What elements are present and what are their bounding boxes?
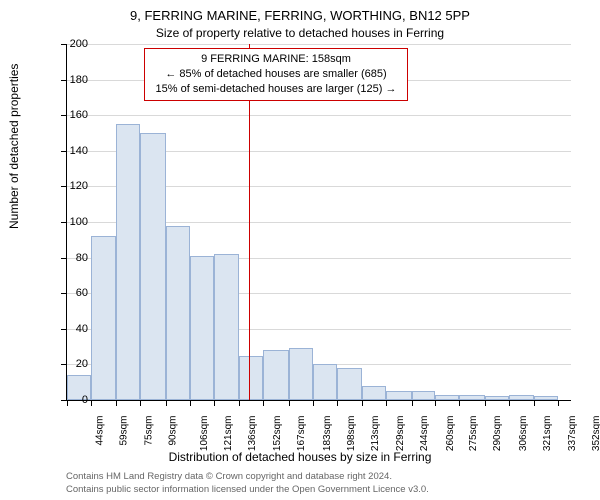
y-tick-label: 0 bbox=[58, 394, 88, 406]
x-tick bbox=[239, 400, 240, 406]
x-tick-label: 121sqm bbox=[223, 416, 234, 452]
x-tick-label: 90sqm bbox=[168, 416, 179, 446]
bar bbox=[166, 226, 190, 400]
x-tick bbox=[558, 400, 559, 406]
footer: Contains HM Land Registry data © Crown c… bbox=[66, 471, 429, 496]
bar bbox=[289, 348, 313, 400]
x-tick-label: 167sqm bbox=[296, 416, 307, 452]
y-tick-label: 200 bbox=[58, 38, 88, 50]
bar bbox=[412, 391, 436, 400]
x-tick-label: 44sqm bbox=[95, 416, 106, 446]
annotation-line1: 9 FERRING MARINE: 158sqm bbox=[149, 52, 403, 67]
chart-title-sub: Size of property relative to detached ho… bbox=[0, 26, 600, 40]
bar bbox=[337, 368, 363, 400]
x-tick-label: 59sqm bbox=[118, 416, 129, 446]
annotation-line3: 15% of semi-detached houses are larger (… bbox=[149, 82, 403, 97]
bar bbox=[190, 256, 214, 400]
bar bbox=[140, 133, 166, 400]
bar bbox=[534, 396, 558, 400]
x-tick-label: 352sqm bbox=[591, 416, 600, 452]
y-tick-label: 140 bbox=[58, 145, 88, 157]
x-tick bbox=[412, 400, 413, 406]
y-tick-label: 100 bbox=[58, 216, 88, 228]
x-tick bbox=[289, 400, 290, 406]
y-tick-label: 160 bbox=[58, 109, 88, 121]
grid-line bbox=[67, 115, 571, 116]
x-tick-label: 152sqm bbox=[272, 416, 283, 452]
x-tick bbox=[362, 400, 363, 406]
x-tick bbox=[485, 400, 486, 406]
x-tick-label: 260sqm bbox=[445, 416, 456, 452]
bar bbox=[116, 124, 140, 400]
bar bbox=[214, 254, 240, 400]
x-tick bbox=[91, 400, 92, 406]
bar bbox=[485, 396, 509, 400]
x-tick-label: 275sqm bbox=[469, 416, 480, 452]
bar bbox=[91, 236, 117, 400]
x-tick-label: 183sqm bbox=[322, 416, 333, 452]
y-tick-label: 40 bbox=[58, 323, 88, 335]
x-tick bbox=[435, 400, 436, 406]
x-tick bbox=[214, 400, 215, 406]
x-tick bbox=[116, 400, 117, 406]
x-tick bbox=[509, 400, 510, 406]
x-tick bbox=[263, 400, 264, 406]
annotation-box: 9 FERRING MARINE: 158sqm ← 85% of detach… bbox=[144, 48, 408, 101]
x-tick bbox=[313, 400, 314, 406]
annotation-line2: ← 85% of detached houses are smaller (68… bbox=[149, 67, 403, 82]
x-axis-title: Distribution of detached houses by size … bbox=[0, 450, 600, 464]
x-tick bbox=[534, 400, 535, 406]
x-tick bbox=[166, 400, 167, 406]
x-tick bbox=[459, 400, 460, 406]
y-tick-label: 180 bbox=[58, 74, 88, 86]
x-tick-label: 198sqm bbox=[346, 416, 357, 452]
y-tick-label: 80 bbox=[58, 252, 88, 264]
bar bbox=[239, 356, 263, 401]
x-tick bbox=[140, 400, 141, 406]
chart-title-main: 9, FERRING MARINE, FERRING, WORTHING, BN… bbox=[0, 8, 600, 23]
x-tick-label: 106sqm bbox=[199, 416, 210, 452]
x-tick bbox=[337, 400, 338, 406]
bar bbox=[263, 350, 289, 400]
chart-container: 9, FERRING MARINE, FERRING, WORTHING, BN… bbox=[0, 0, 600, 500]
x-tick-label: 136sqm bbox=[247, 416, 258, 452]
x-tick-label: 306sqm bbox=[518, 416, 529, 452]
bar bbox=[435, 395, 459, 400]
footer-line1: Contains HM Land Registry data © Crown c… bbox=[66, 471, 429, 483]
y-axis-title: Number of detached properties bbox=[7, 64, 21, 229]
y-tick-label: 120 bbox=[58, 180, 88, 192]
x-tick-label: 290sqm bbox=[492, 416, 503, 452]
x-tick-label: 321sqm bbox=[542, 416, 553, 452]
y-tick-label: 20 bbox=[58, 358, 88, 370]
footer-line2: Contains public sector information licen… bbox=[66, 484, 429, 496]
bar bbox=[459, 395, 485, 400]
x-tick-label: 244sqm bbox=[419, 416, 430, 452]
bar bbox=[362, 386, 386, 400]
x-tick-label: 213sqm bbox=[370, 416, 381, 452]
bar bbox=[386, 391, 412, 400]
x-tick-label: 75sqm bbox=[144, 416, 155, 446]
x-tick bbox=[386, 400, 387, 406]
x-tick-label: 229sqm bbox=[395, 416, 406, 452]
bar bbox=[313, 364, 337, 400]
bar bbox=[509, 395, 535, 400]
grid-line bbox=[67, 44, 571, 45]
x-tick-label: 337sqm bbox=[567, 416, 578, 452]
y-tick-label: 60 bbox=[58, 287, 88, 299]
x-tick bbox=[190, 400, 191, 406]
